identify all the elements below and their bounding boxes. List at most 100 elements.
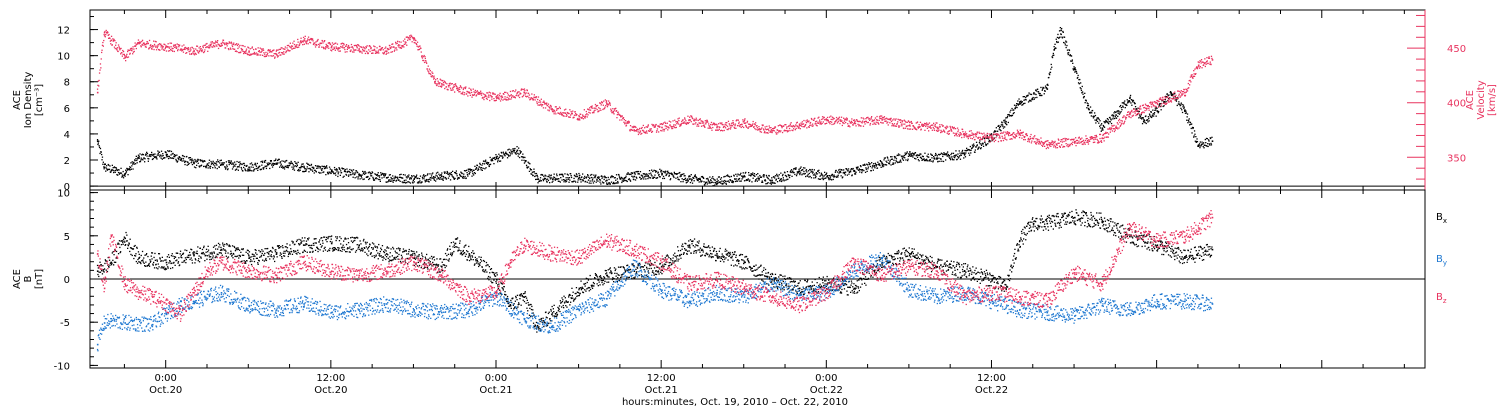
data-dot	[179, 44, 181, 46]
data-dot	[135, 47, 137, 50]
data-dot	[477, 92, 479, 95]
data-dot	[992, 139, 994, 141]
data-dot	[751, 181, 753, 183]
data-dot	[628, 122, 630, 124]
data-dot	[760, 176, 763, 178]
data-dot	[362, 50, 364, 52]
data-dot	[184, 163, 186, 166]
data-dot	[508, 155, 510, 157]
data-dot	[1160, 109, 1162, 111]
data-dot	[208, 47, 211, 49]
data-dot	[431, 71, 433, 73]
data-dot	[811, 118, 813, 121]
data-dot	[574, 175, 576, 177]
data-dot	[566, 173, 568, 175]
data-dot	[117, 169, 119, 171]
data-dot	[395, 41, 397, 43]
data-dot	[875, 121, 877, 123]
data-dot	[102, 41, 104, 44]
data-dot	[288, 44, 290, 47]
data-dot	[808, 126, 810, 128]
data-dot	[827, 177, 829, 179]
data-dot	[781, 127, 783, 129]
data-dot	[576, 118, 578, 120]
data-dot	[995, 130, 997, 132]
data-dot	[994, 133, 996, 136]
data-dot	[1001, 124, 1004, 126]
data-dot	[444, 172, 446, 174]
data-dot	[349, 46, 351, 48]
data-dot	[507, 149, 509, 151]
data-dot	[642, 176, 644, 178]
data-dot	[1189, 121, 1192, 124]
data-dot	[716, 124, 718, 126]
data-dot	[184, 161, 186, 163]
data-dot	[961, 128, 964, 131]
data-dot	[1004, 122, 1007, 124]
data-dot	[1054, 48, 1056, 50]
data-dot	[854, 172, 856, 174]
data-dot	[120, 172, 123, 174]
data-dot	[456, 88, 458, 90]
data-dot	[684, 177, 687, 179]
data-dot	[480, 167, 482, 169]
data-dot	[307, 163, 310, 165]
data-dot	[634, 125, 636, 128]
data-dot	[452, 170, 454, 172]
data-dot	[502, 99, 504, 101]
data-dot	[634, 130, 637, 132]
data-dot	[544, 102, 546, 105]
data-dot	[262, 167, 264, 169]
data-dot	[873, 120, 875, 122]
data-dot	[394, 47, 396, 49]
data-dot	[873, 166, 875, 168]
data-dot	[481, 164, 483, 166]
data-dot	[677, 123, 680, 125]
data-dot	[914, 152, 917, 154]
data-dot	[923, 124, 925, 127]
data-dot	[609, 183, 611, 185]
data-dot	[389, 174, 391, 176]
data-dot	[643, 173, 645, 175]
data-dot	[487, 92, 489, 94]
data-dot	[173, 50, 175, 53]
data-dot	[324, 40, 326, 42]
data-dot	[972, 133, 974, 135]
data-dot	[1139, 114, 1141, 116]
data-dot	[786, 131, 789, 133]
data-dot	[364, 173, 366, 175]
data-dot	[401, 177, 403, 179]
data-point	[165, 153, 168, 156]
data-dot	[894, 125, 896, 127]
data-dot	[1134, 102, 1136, 105]
data-dot	[448, 86, 450, 88]
data-dot	[568, 178, 570, 180]
data-dot	[304, 38, 306, 40]
data-dot	[845, 168, 848, 170]
data-dot	[1069, 54, 1071, 56]
data-dot	[433, 178, 435, 180]
data-dot	[1118, 113, 1121, 115]
data-dot	[504, 155, 506, 157]
data-dot	[817, 170, 819, 172]
data-dot	[708, 123, 710, 125]
data-dot	[698, 178, 701, 180]
data-dot	[357, 176, 360, 178]
data-dot	[920, 128, 922, 130]
data-dot	[458, 91, 460, 93]
data-dot	[491, 158, 493, 161]
data-dot	[851, 118, 853, 120]
data-dot	[876, 119, 879, 121]
data-dot	[980, 138, 982, 140]
data-dot	[1190, 127, 1192, 130]
data-dot	[461, 87, 463, 89]
data-dot	[1165, 95, 1167, 98]
data-dot	[423, 175, 426, 177]
data-dot	[483, 163, 486, 165]
data-dot	[150, 44, 152, 46]
data-dot	[831, 121, 833, 123]
data-dot	[489, 94, 491, 96]
data-dot	[662, 171, 664, 173]
data-dot	[585, 177, 587, 179]
data-dot	[678, 172, 680, 174]
